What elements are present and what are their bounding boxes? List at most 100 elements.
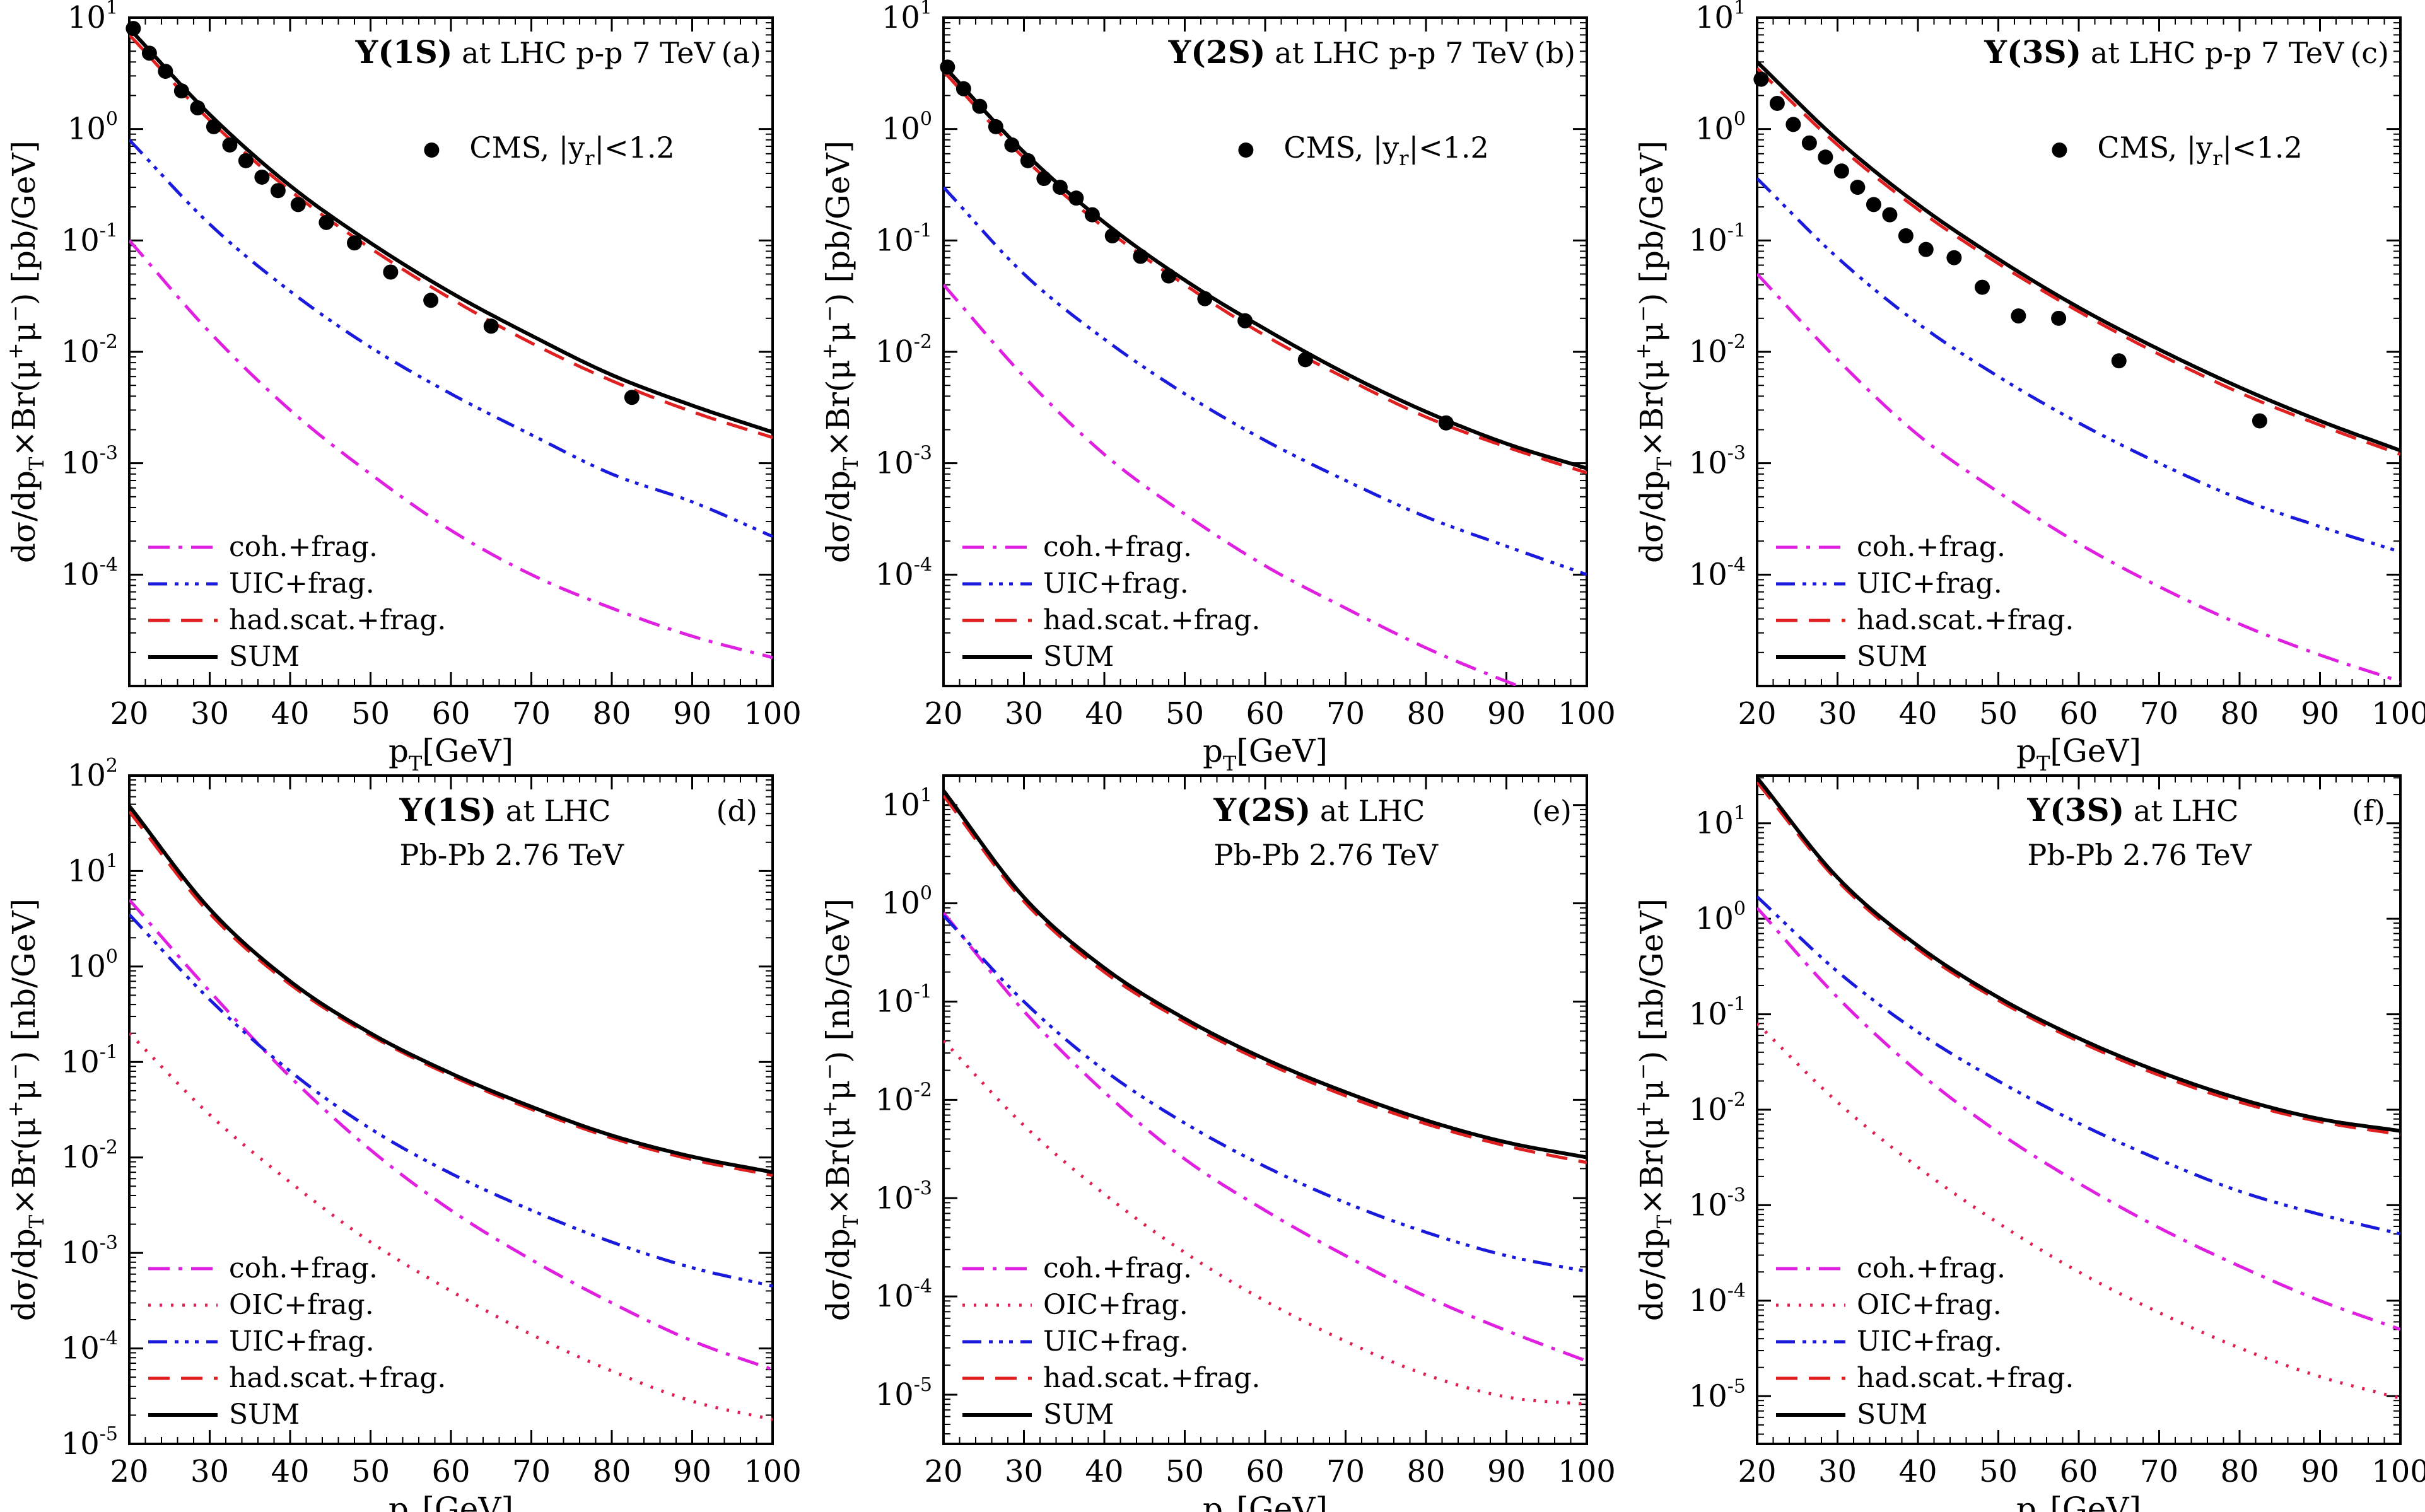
y-tick-base: 10 [1695,112,1734,147]
y-tick-base: 10 [1689,1092,1727,1127]
cms-legend-marker [2052,142,2067,158]
y-axis-label-end: ) [nb/GeV] [820,898,856,1063]
y-tick-exponent: 0 [920,883,932,905]
cms-legend-marker [424,142,440,158]
legend-label-coh: coh.+frag. [229,1252,378,1284]
panel-title-rest: at LHC [2124,794,2238,828]
data-point [1084,207,1100,223]
x-tick-label: 100 [744,696,802,731]
y-tick-base: 10 [1689,557,1727,592]
data-point [483,318,499,334]
y-axis-label-mid2: μ [6,322,42,343]
y-axis-label-sup1: + [817,342,841,359]
cms-legend-rest: |<1.2 [595,131,675,165]
y-axis-label-sub: T [839,1214,863,1228]
y-tick-base: 10 [1689,446,1727,481]
y-tick-label: 100 [882,108,932,147]
x-axis-label: pT[GeV] [389,733,513,776]
y-tick-label: 10-4 [875,554,932,592]
x-axis-label-unit: [GeV] [422,1491,513,1512]
data-point [1866,197,1881,212]
y-tick-label: 10-3 [875,1177,932,1216]
panel-tag: (f) [2352,794,2385,828]
y-tick-exponent: -3 [914,443,932,465]
cms-points [126,21,640,405]
x-tick-label: 50 [1979,1454,2018,1489]
legend-label-uic: UIC+frag. [1043,567,1189,600]
x-axis-label-unit: [GeV] [2050,733,2141,769]
y-tick-base: 10 [61,557,100,592]
panel-title-line2: Pb-Pb 2.76 TeV [1213,838,1438,872]
legend: coh.+frag. OIC+frag. UIC+frag. had.scat.+fr… [962,1252,1260,1431]
y-tick-label: 10-3 [1689,443,1746,481]
y-axis-label-sup2: − [817,305,841,322]
y-tick-label: 10-3 [875,443,932,481]
y-tick-label: 101 [1695,803,1746,841]
legend-label-sum: SUM [1857,1399,1927,1431]
legend: coh.+frag. UIC+frag. had.scat.+frag. SUM [1776,531,2074,673]
series-line-oic [129,1032,773,1421]
panel-title-line2: Pb-Pb 2.76 TeV [2027,838,2252,872]
data-point [1438,415,1454,431]
x-tick-label: 60 [1246,1454,1284,1489]
y-axis-label-sup2: − [3,305,27,322]
y-axis-label-sup2: − [1631,305,1655,322]
data-point [972,98,988,114]
y-tick-base: 10 [1689,1378,1727,1414]
y-tick-base: 10 [875,223,914,258]
data-point [1004,137,1020,153]
y-tick-exponent: -1 [100,1041,118,1063]
y-tick-label: 10-4 [1689,554,1746,592]
y-tick-exponent: -3 [100,1232,118,1254]
data-point [1882,207,1898,223]
panel-f: 20 30 40 50 60 70 80 90 10010-510-410-310-210-11… [1631,774,2425,1512]
plot-frame [128,16,774,687]
y-axis-label-end: ) [pb/GeV] [6,141,42,305]
y-tick-label: 10-5 [1689,1375,1746,1414]
x-axis-label-sub: T [1223,752,1237,776]
y-tick-label: 100 [1695,898,1746,936]
y-tick-label: 10-1 [875,219,932,258]
y-tick-base: 10 [61,1140,100,1175]
series-line-sum [1757,61,2400,453]
y-tick-base: 10 [1689,997,1727,1032]
y-tick-exponent: -3 [1727,1184,1746,1206]
series-line-coh [129,239,773,660]
data-point [1753,71,1769,87]
y-axis-label-main: dσ/dp [6,470,42,563]
y-tick-exponent: 0 [920,108,932,131]
y-tick-exponent: -4 [914,1276,932,1298]
panel-title: Υ(2S) at LHC p-p 7 TeV (b) [1168,33,1575,71]
curves [1757,776,2400,1400]
y-tick-label: 10-2 [1689,1089,1746,1127]
x-axis-label-unit: [GeV] [2050,1491,2141,1512]
x-tick-label: 40 [271,696,309,731]
legend-label-sum: SUM [229,1399,300,1431]
x-axis-label: pT[GeV] [2016,1491,2141,1512]
x-tick-label: 80 [592,696,631,731]
series-line-coh [129,898,773,1371]
data-point [940,59,955,75]
y-tick-label: 10-2 [1689,331,1746,369]
legend-label-coh: coh.+frag. [1043,531,1192,563]
legend-label-uic: UIC+frag. [1857,567,2002,600]
series-line-had [1757,781,2400,1136]
x-tick-label: 50 [1166,696,1204,731]
legend: coh.+frag. OIC+frag. UIC+frag. had.scat.+fr… [1776,1252,2074,1431]
data-point [270,183,286,199]
cms-legend-label: CMS, |yr|<1.2 [469,131,674,170]
y-tick-exponent: 0 [106,108,118,131]
y-tick-base: 10 [61,446,100,481]
legend-label-coh: coh.+frag. [229,531,378,563]
y-tick-exponent: -3 [914,1177,932,1199]
panel-title-rest: at LHC p-p 7 TeV [453,36,716,70]
y-tick-exponent: -2 [1727,1089,1746,1111]
x-tick-label: 80 [592,1454,631,1489]
x-tick-label: 90 [2301,1454,2339,1489]
y-tick-exponent: 0 [1734,898,1746,920]
y-axis-label-sup2: − [1631,1063,1655,1080]
y-axis-label-main: dσ/dp [1633,470,1670,563]
data-point [1052,180,1068,195]
y-tick-base: 10 [875,1377,914,1412]
y-tick-exponent: -4 [1727,554,1746,576]
